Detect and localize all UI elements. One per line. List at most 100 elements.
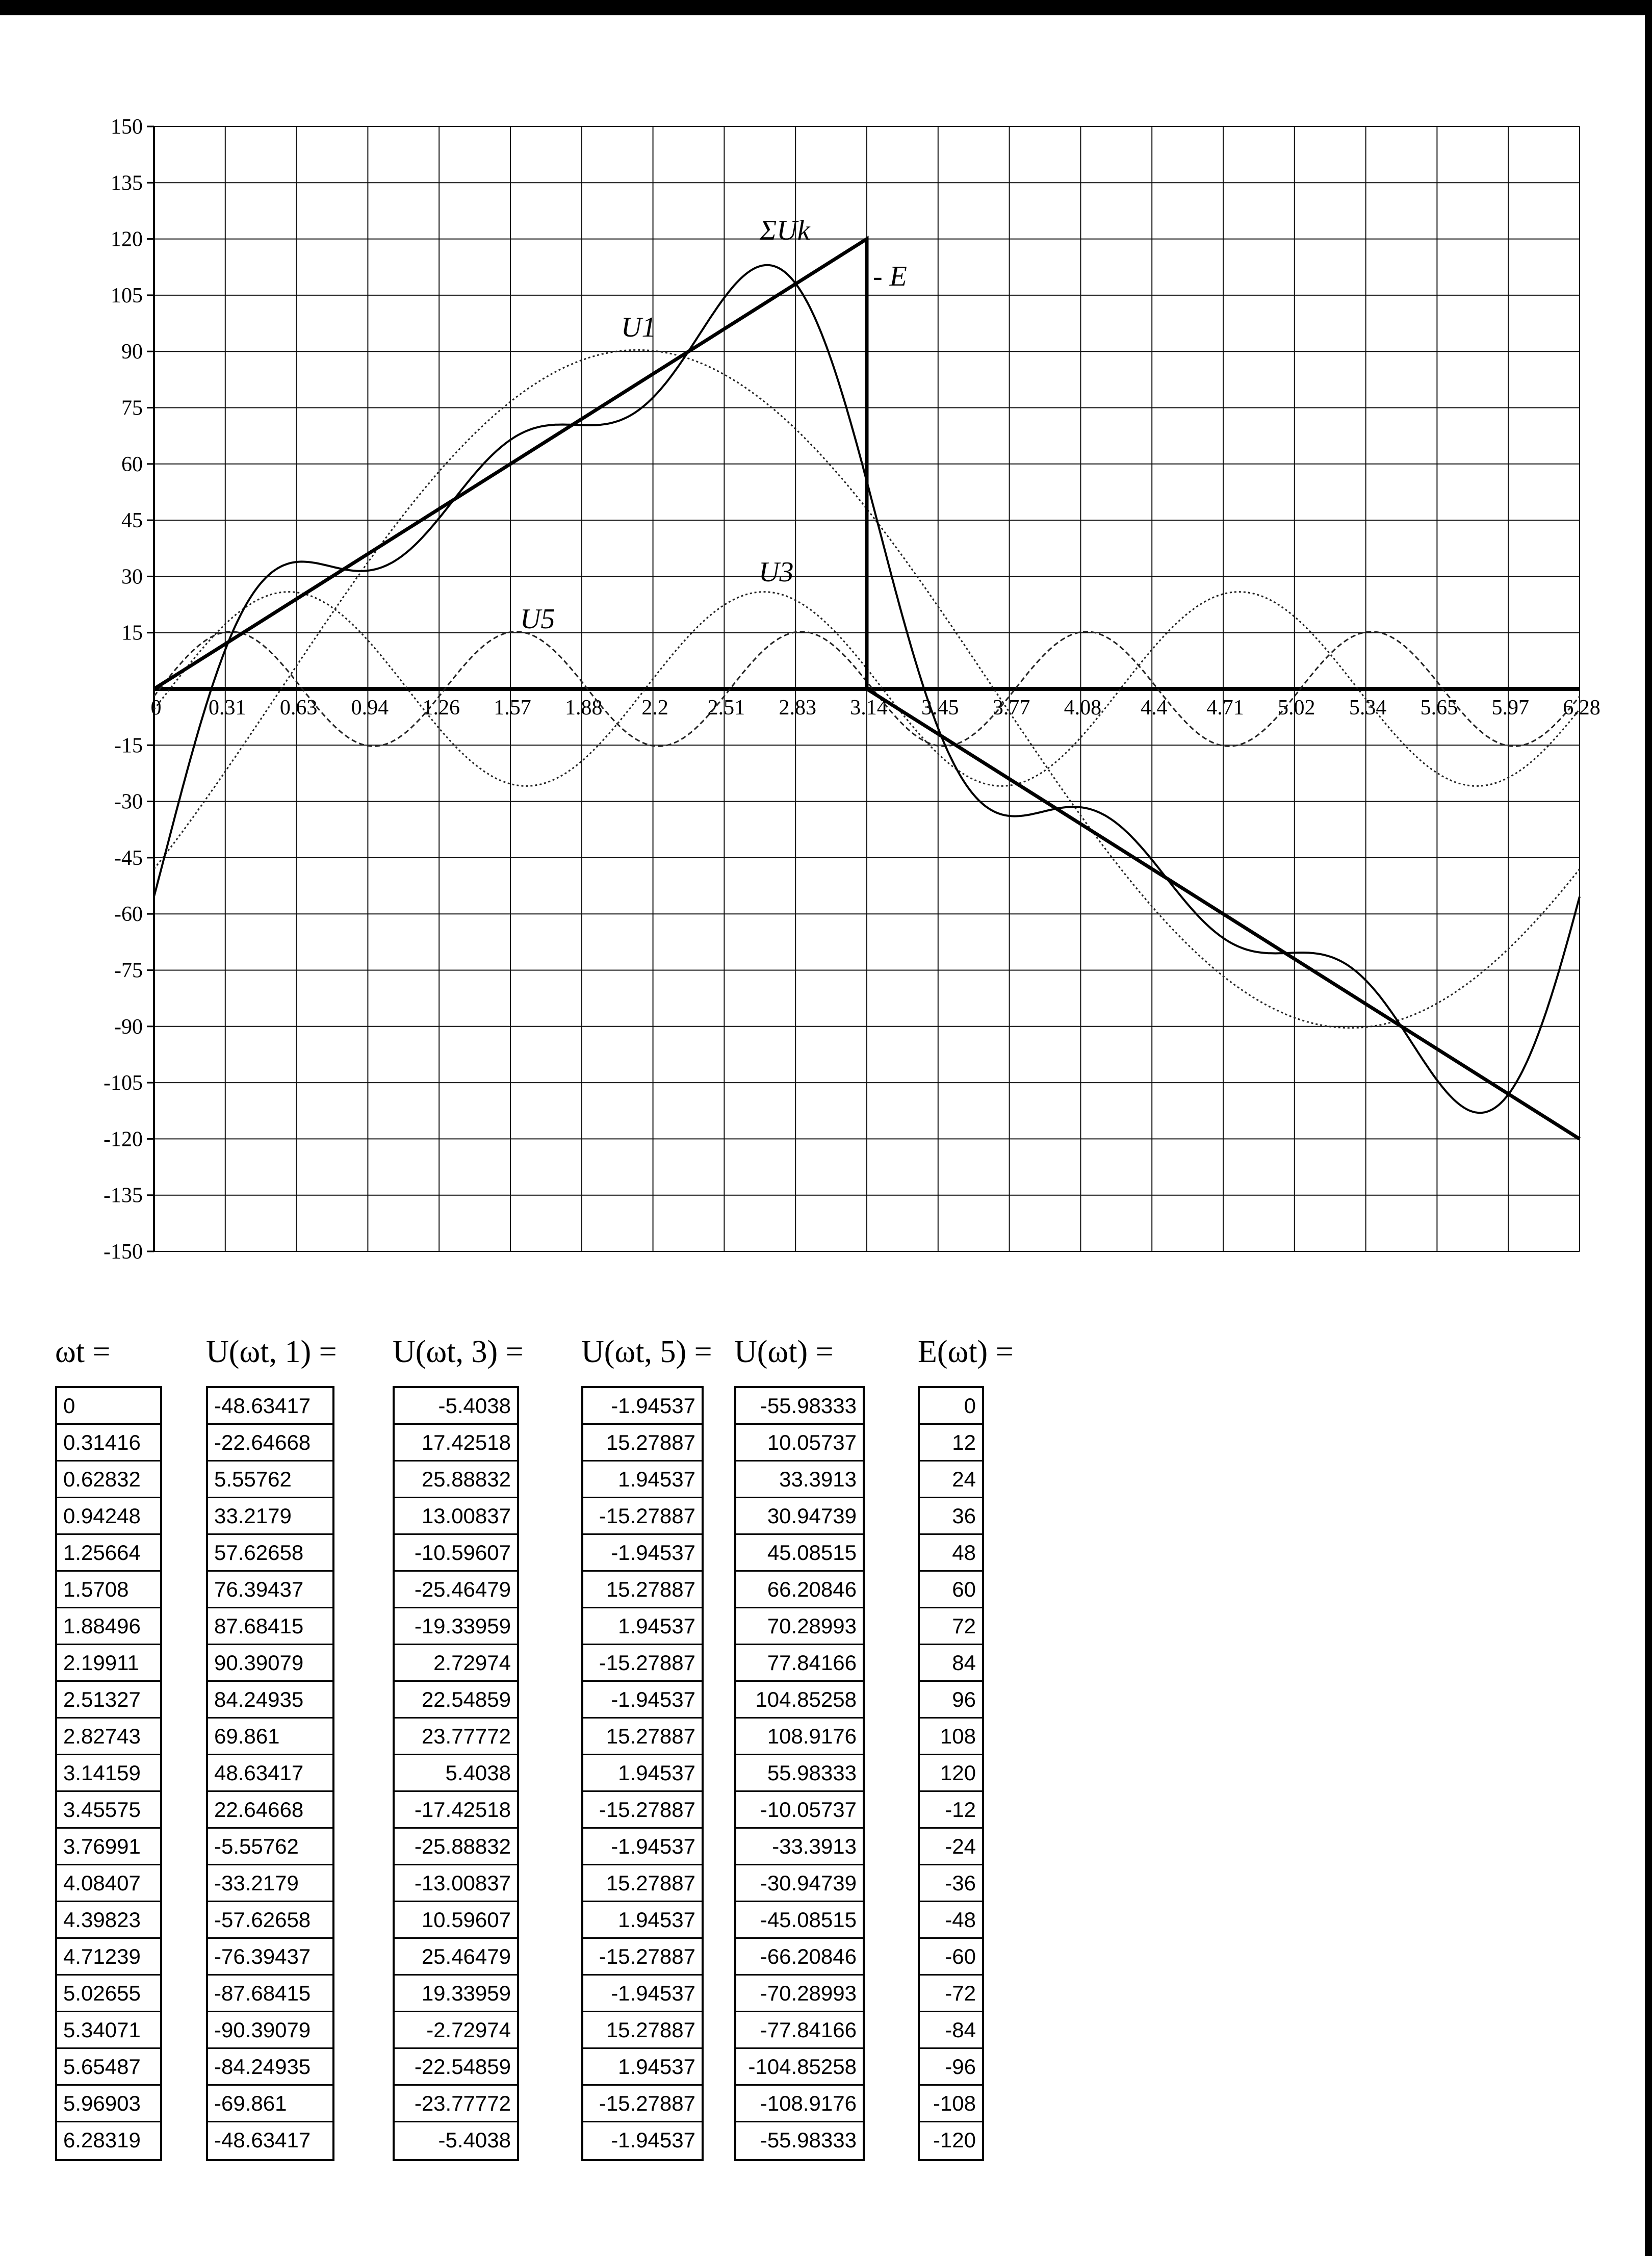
table-cell-e: 60 <box>920 1572 982 1608</box>
table-cell-e: 36 <box>920 1498 982 1535</box>
table-cell-u1: 84.24935 <box>208 1682 332 1719</box>
table-cell-wt: 0 <box>57 1388 160 1425</box>
table-cell-u3: 5.4038 <box>395 1755 517 1792</box>
x-tick-label: 5.97 <box>1491 696 1529 720</box>
table-cell-u3: -25.88832 <box>395 1829 517 1865</box>
table-cell-e: 96 <box>920 1682 982 1719</box>
table-cell-wt: 1.5708 <box>57 1572 160 1608</box>
table-cell-wt: 0.62832 <box>57 1462 160 1498</box>
table-cell-u: 55.98333 <box>736 1755 863 1792</box>
table-cell-u5: 1.94537 <box>583 1755 702 1792</box>
table-cell-u5: 1.94537 <box>583 1608 702 1645</box>
table-cell-u: 33.3913 <box>736 1462 863 1498</box>
table-cell-wt: 2.51327 <box>57 1682 160 1719</box>
annotation-e: - E <box>873 261 907 292</box>
column-u5: -1.94537 15.27887 1.94537 -15.27887 -1.94537… <box>581 1386 704 2161</box>
table-cell-u: -33.3913 <box>736 1829 863 1865</box>
table-cell-wt: 5.34071 <box>57 2012 160 2049</box>
table-cell-e: 12 <box>920 1425 982 1462</box>
table-cell-u3: -25.46479 <box>395 1572 517 1608</box>
table-cell-u5: -15.27887 <box>583 1939 702 1976</box>
table-cell-e: -108 <box>920 2086 982 2122</box>
table-cell-e: 108 <box>920 1719 982 1755</box>
annotation-u5: U5 <box>520 603 555 635</box>
table-cell-e: -36 <box>920 1865 982 1902</box>
y-tick-label: -120 <box>104 1127 143 1151</box>
table-cell-wt: 4.39823 <box>57 1902 160 1939</box>
table-cell-u5: 1.94537 <box>583 1902 702 1939</box>
table-cell-u: 10.05737 <box>736 1425 863 1462</box>
table-cell-u: -45.08515 <box>736 1902 863 1939</box>
table-cell-u1: 57.62658 <box>208 1535 332 1572</box>
y-tick-label: 75 <box>121 397 143 420</box>
table-cell-u5: -1.94537 <box>583 1535 702 1572</box>
y-tick-label: 30 <box>121 565 143 588</box>
y-tick-label: 150 <box>111 115 143 139</box>
table-cell-wt: 4.71239 <box>57 1939 160 1976</box>
table-cell-u3: 13.00837 <box>395 1498 517 1535</box>
table-cell-u1: 90.39079 <box>208 1645 332 1682</box>
table-cell-u5: -15.27887 <box>583 1498 702 1535</box>
x-tick-label: 6.28 <box>1563 696 1601 720</box>
table-cell-u1: -76.39437 <box>208 1939 332 1976</box>
table-cell-u: 104.85258 <box>736 1682 863 1719</box>
table-cell-u5: 1.94537 <box>583 1462 702 1498</box>
y-tick-label: 135 <box>111 171 143 195</box>
table-cell-wt: 2.19911 <box>57 1645 160 1682</box>
table-cell-u1: -57.62658 <box>208 1902 332 1939</box>
y-tick-label: 120 <box>111 228 143 251</box>
header-wt: ωt = <box>55 1335 111 1369</box>
y-tick-label: 15 <box>121 622 143 645</box>
table-cell-u5: 15.27887 <box>583 1425 702 1462</box>
table-cell-e: 120 <box>920 1755 982 1792</box>
table-cell-e: -12 <box>920 1792 982 1829</box>
table-cell-u3: 19.33959 <box>395 1976 517 2012</box>
table-cell-u1: 33.2179 <box>208 1498 332 1535</box>
table-cell-u: 108.9176 <box>736 1719 863 1755</box>
table-cell-u3: -22.54859 <box>395 2049 517 2086</box>
table-cell-u3: -2.72974 <box>395 2012 517 2049</box>
table-cell-e: -84 <box>920 2012 982 2049</box>
annotation-sum: ΣUk <box>759 215 811 246</box>
table-cell-u1: -87.68415 <box>208 1976 332 2012</box>
y-tick-label: -105 <box>104 1071 143 1095</box>
x-tick-label: 5.65 <box>1421 696 1458 720</box>
column-wt: 0 0.31416 0.62832 0.94248 1.25664 1.5708 1.884… <box>55 1386 162 2161</box>
harmonics-chart: 150 135 120 105 90 75 60 45 30 15 -15 -30 -45 -60 -75 -… <box>104 115 1601 1264</box>
y-tick-label: -15 <box>114 734 143 757</box>
x-tick-label: 0.94 <box>351 696 389 720</box>
column-u3: -5.4038 17.42518 25.88832 13.00837 -10.59607… <box>393 1386 519 2161</box>
table-cell-wt: 4.08407 <box>57 1865 160 1902</box>
table-cell-u5: -1.94537 <box>583 1976 702 2012</box>
table-cell-u5: 15.27887 <box>583 1865 702 1902</box>
table-cell-u1: 69.861 <box>208 1719 332 1755</box>
table-cell-u: 45.08515 <box>736 1535 863 1572</box>
table-cell-e: 84 <box>920 1645 982 1682</box>
table-cell-u3: 25.88832 <box>395 1462 517 1498</box>
table-cell-u3: 10.59607 <box>395 1902 517 1939</box>
column-e: 0 12 24 36 48 60 72 84 96 108 120 -12 -24 -36 -48 -60 -7… <box>918 1386 984 2161</box>
table-cell-e: -24 <box>920 1829 982 1865</box>
table-cell-u5: -1.94537 <box>611 2128 695 2152</box>
table-cell-u: -66.20846 <box>736 1939 863 1976</box>
x-tick-label: 4.71 <box>1206 696 1244 720</box>
table-cell-u5: 15.27887 <box>583 1719 702 1755</box>
y-tick-label: -135 <box>104 1184 143 1208</box>
table-cell-u1: -84.24935 <box>208 2049 332 2086</box>
table-cell-u5: -1.94537 <box>583 1829 702 1865</box>
annotation-u1: U1 <box>621 312 656 343</box>
table-cell-u5: 1.94537 <box>583 2049 702 2086</box>
table-cell-u: 77.84166 <box>736 1645 863 1682</box>
table-cell-u3: -5.4038 <box>395 1388 517 1425</box>
table-cell-e: 72 <box>920 1608 982 1645</box>
table-cell-u1: -48.63417 <box>208 1388 332 1425</box>
table-cell-u: 70.28993 <box>736 1608 863 1645</box>
table-cell-u1: -90.39079 <box>208 2012 332 2049</box>
table-cell-e: 48 <box>920 1535 982 1572</box>
y-tick-label: -45 <box>114 847 143 870</box>
table-cell-u: -77.84166 <box>736 2012 863 2049</box>
y-tick-label: 90 <box>121 340 143 364</box>
table-cell-u1: -48.63417 <box>214 2128 311 2152</box>
table-cell-u1: 48.63417 <box>208 1755 332 1792</box>
table-cell-wt: 5.02655 <box>57 1976 160 2012</box>
